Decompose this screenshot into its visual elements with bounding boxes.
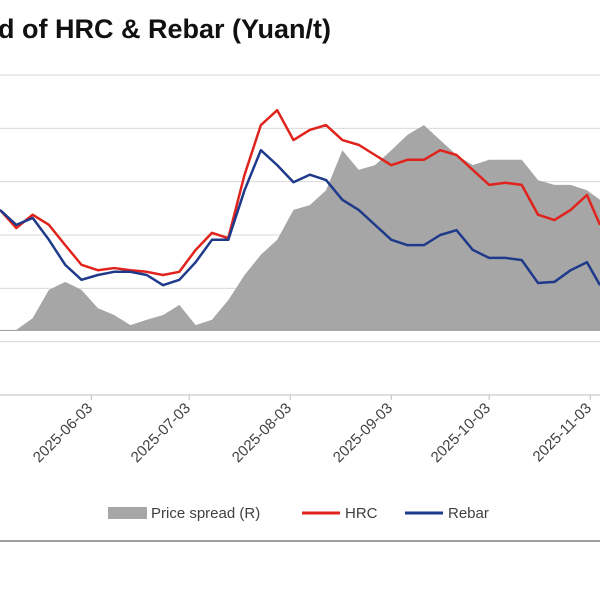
x-tick-label: 2025-06-03 [30, 400, 96, 466]
x-tick-label: 2025-08-03 [229, 400, 295, 466]
legend-swatch [108, 507, 147, 519]
x-tick-label: 2025-11-03 [530, 400, 595, 465]
line [0, 148, 600, 287]
legend-label: HRC [345, 505, 378, 522]
x-tick-label: 2025-09-03 [330, 400, 396, 466]
chart-title: d of HRC & Rebar (Yuan/t) [0, 14, 331, 44]
legend-label: Rebar [448, 505, 489, 522]
x-tick-label: 2025-07-03 [128, 400, 194, 466]
line [0, 108, 600, 277]
spread-area [0, 125, 600, 331]
x-tick-label: 2025-10-03 [428, 400, 494, 466]
legend-label: Price spread (R) [151, 505, 260, 522]
